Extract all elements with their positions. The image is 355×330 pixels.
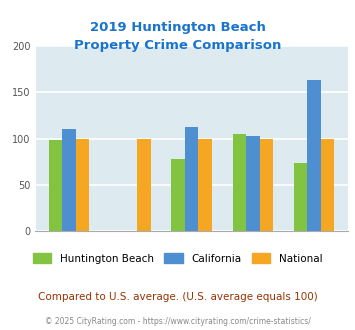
Bar [49,141,62,231]
Legend: Huntington Beach, California, National: Huntington Beach, California, National [33,253,322,264]
Bar [294,163,307,231]
Bar [246,136,260,231]
Bar [171,159,185,231]
Bar [233,134,246,231]
Text: © 2025 CityRating.com - https://www.cityrating.com/crime-statistics/: © 2025 CityRating.com - https://www.city… [45,317,310,326]
Bar [137,139,151,231]
Bar [307,81,321,231]
Text: 2019 Huntington Beach
Property Crime Comparison: 2019 Huntington Beach Property Crime Com… [74,21,281,52]
Text: Compared to U.S. average. (U.S. average equals 100): Compared to U.S. average. (U.S. average … [38,292,317,302]
Bar [62,129,76,231]
Bar [198,139,212,231]
Bar [321,139,334,231]
Bar [260,139,273,231]
Bar [185,127,198,231]
Bar [76,139,89,231]
